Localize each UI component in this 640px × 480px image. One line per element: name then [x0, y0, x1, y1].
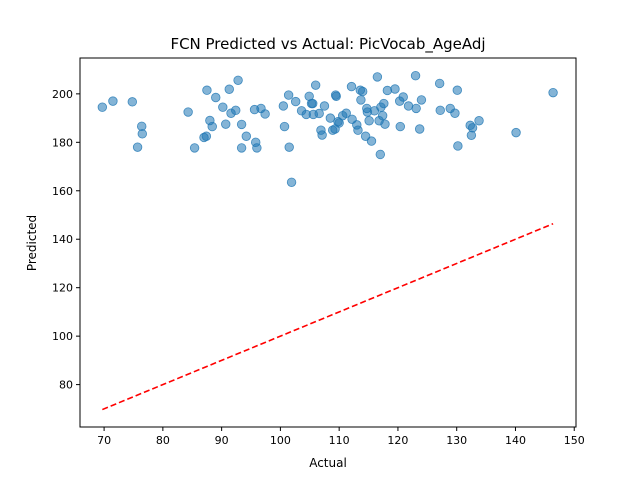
data-point	[331, 91, 341, 101]
data-point	[314, 108, 324, 119]
data-point	[450, 108, 460, 118]
y-tick-label: 180	[52, 136, 73, 149]
axes-frame	[79, 57, 577, 428]
data-point	[548, 87, 558, 98]
data-point	[375, 149, 386, 160]
data-point	[356, 95, 366, 105]
data-point	[379, 98, 389, 109]
x-tick-label: 100	[270, 434, 291, 447]
data-point	[286, 177, 297, 187]
data-point	[398, 92, 408, 102]
data-point	[183, 107, 193, 117]
data-point	[453, 141, 463, 151]
y-axis: 80 100 120 140 160 180 200	[52, 88, 80, 392]
x-axis: 70 80 90 100 110 120 130 140 150	[97, 427, 585, 447]
data-point	[189, 143, 200, 153]
y-tick-label: 80	[59, 379, 73, 392]
y-tick-label: 140	[52, 233, 73, 246]
x-tick-label: 80	[156, 434, 170, 447]
y-tick-label: 100	[52, 330, 73, 343]
data-point	[467, 123, 478, 133]
data-point	[372, 72, 383, 82]
data-point	[353, 125, 363, 135]
data-point	[511, 127, 521, 138]
data-point	[319, 101, 330, 111]
data-point	[390, 84, 400, 94]
x-axis-label: Actual	[309, 456, 347, 470]
data-point	[278, 101, 289, 111]
data-point	[97, 102, 108, 112]
data-point	[395, 121, 405, 132]
data-point	[366, 136, 377, 146]
data-point	[317, 130, 327, 140]
data-point	[341, 108, 351, 118]
data-point	[108, 96, 118, 106]
data-point	[382, 85, 393, 96]
data-point	[411, 103, 421, 114]
x-tick-label: 110	[329, 434, 350, 447]
data-point	[241, 131, 252, 141]
data-point	[435, 105, 445, 116]
plot-area	[97, 70, 558, 411]
data-point	[137, 129, 147, 139]
data-point	[218, 102, 228, 112]
data-point	[474, 116, 484, 126]
data-point	[290, 96, 301, 107]
y-axis-label: Predicted	[25, 215, 39, 271]
data-point	[346, 81, 357, 92]
data-point	[410, 70, 421, 81]
data-point	[211, 92, 221, 103]
data-point	[279, 121, 290, 132]
data-point	[416, 95, 427, 105]
data-point	[132, 142, 143, 152]
data-point	[260, 109, 270, 119]
data-point	[364, 116, 374, 126]
x-tick-label: 90	[215, 434, 229, 447]
x-tick-label: 140	[505, 434, 526, 447]
data-point	[236, 119, 247, 130]
data-point	[308, 98, 318, 109]
data-point	[224, 84, 234, 94]
data-point	[284, 142, 294, 152]
y-tick-label: 160	[52, 185, 73, 198]
data-point	[434, 78, 445, 89]
data-point	[377, 110, 388, 121]
data-point	[201, 131, 212, 141]
data-point	[325, 113, 336, 123]
data-point	[236, 143, 247, 153]
chart-title: FCN Predicted vs Actual: PicVocab_AgeAdj	[170, 35, 485, 54]
x-tick-label: 70	[97, 434, 111, 447]
data-point	[231, 105, 241, 116]
data-point	[202, 85, 212, 95]
data-point	[414, 124, 425, 134]
data-point	[233, 75, 243, 85]
data-point	[283, 90, 294, 100]
data-point	[380, 119, 390, 129]
x-tick-label: 150	[564, 434, 585, 447]
data-point	[221, 119, 231, 129]
data-point	[127, 97, 138, 107]
y-tick-label: 200	[52, 88, 73, 101]
x-tick-label: 120	[387, 434, 408, 447]
reference-line	[102, 222, 554, 411]
data-point	[452, 85, 462, 95]
data-point	[310, 80, 321, 90]
y-tick-label: 120	[52, 282, 73, 295]
data-point	[357, 86, 368, 97]
data-point	[207, 121, 217, 132]
data-point	[252, 143, 262, 153]
x-tick-label: 130	[446, 434, 467, 447]
